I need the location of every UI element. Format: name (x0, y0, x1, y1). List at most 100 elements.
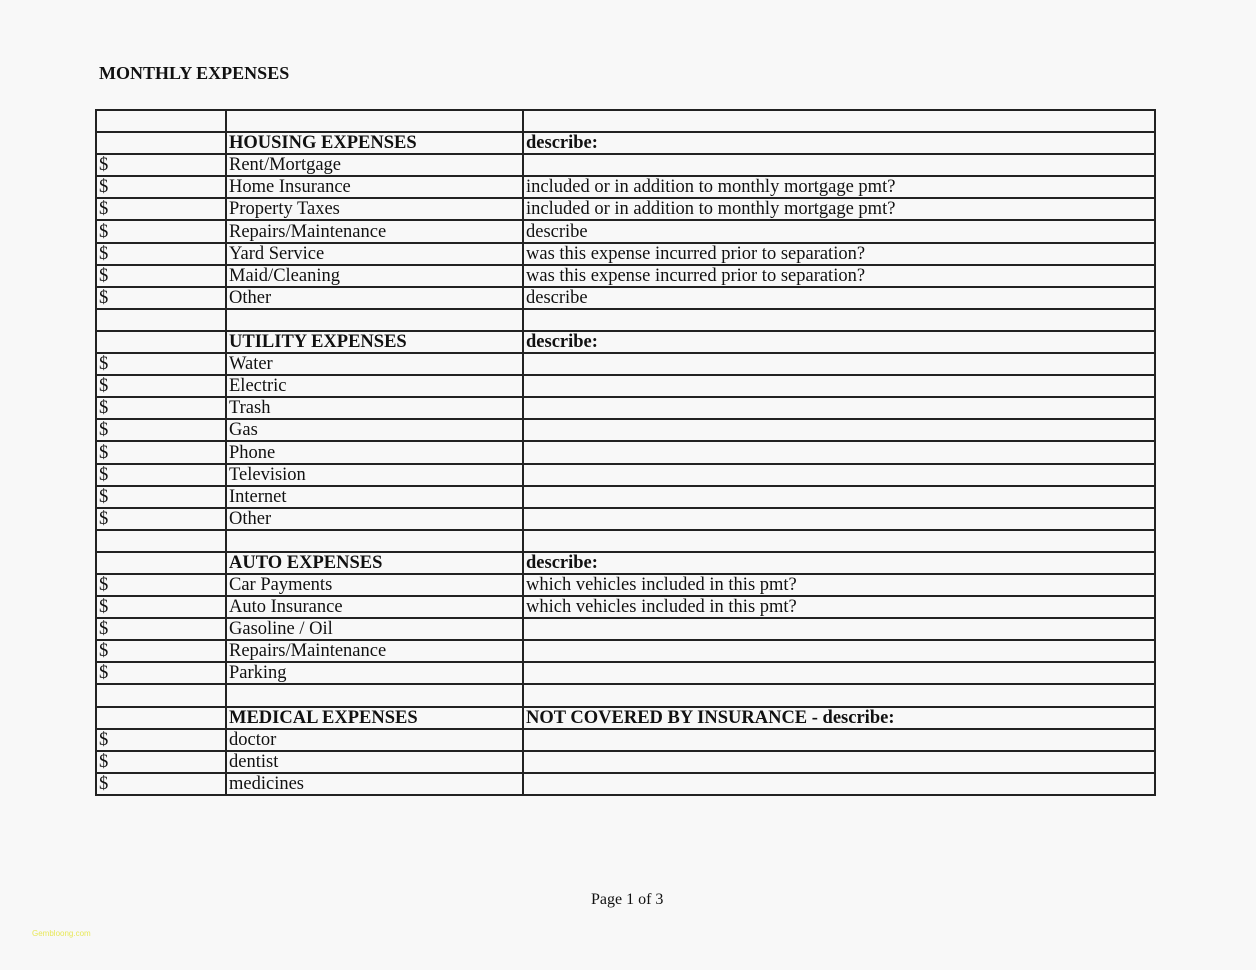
description-cell[interactable] (522, 374, 1156, 399)
description-cell[interactable]: which vehicles included in this pmt? (522, 595, 1156, 620)
amount-cell[interactable] (95, 528, 227, 553)
category-cell[interactable]: Phone (225, 440, 524, 465)
amount-cell[interactable]: $ (95, 639, 227, 664)
category-cell[interactable]: Television (225, 462, 524, 487)
table-row: $ Other describe (95, 285, 1156, 310)
category-cell[interactable]: UTILITY EXPENSES (225, 329, 524, 355)
description-cell[interactable]: describe: (522, 329, 1156, 355)
category-cell[interactable]: Home Insurance (225, 175, 524, 200)
description-cell[interactable] (522, 108, 1156, 134)
description-cell[interactable]: included or in addition to monthly mortg… (522, 175, 1156, 200)
description-cell[interactable]: describe: (522, 550, 1156, 575)
category-cell[interactable]: Rent/Mortgage (225, 153, 524, 178)
table-row: $ Parking (95, 661, 1156, 686)
description-cell[interactable] (522, 307, 1156, 332)
description-cell[interactable]: was this expense incurred prior to separ… (522, 263, 1156, 288)
description-cell[interactable] (522, 440, 1156, 465)
category-cell[interactable]: Auto Insurance (225, 595, 524, 620)
description-cell[interactable]: included or in addition to monthly mortg… (522, 197, 1156, 222)
amount-cell[interactable]: $ (95, 374, 227, 399)
description-cell[interactable] (522, 661, 1156, 686)
category-cell[interactable] (225, 683, 524, 708)
amount-cell[interactable] (95, 131, 227, 156)
category-cell[interactable]: Other (225, 285, 524, 310)
category-cell[interactable]: medicines (225, 771, 524, 796)
description-cell[interactable] (522, 484, 1156, 509)
amount-cell[interactable]: $ (95, 175, 227, 200)
description-cell[interactable] (522, 528, 1156, 553)
description-cell[interactable]: was this expense incurred prior to separ… (522, 241, 1156, 266)
amount-cell[interactable]: $ (95, 572, 227, 598)
amount-cell[interactable]: $ (95, 462, 227, 487)
amount-cell[interactable] (95, 108, 227, 134)
amount-cell[interactable] (95, 683, 227, 708)
amount-cell[interactable]: $ (95, 153, 227, 178)
category-cell[interactable]: doctor (225, 727, 524, 752)
category-cell[interactable]: Gas (225, 418, 524, 443)
category-cell[interactable]: HOUSING EXPENSES (225, 131, 524, 156)
amount-cell[interactable]: $ (95, 418, 227, 443)
category-cell[interactable]: Repairs/Maintenance (225, 639, 524, 664)
description-cell[interactable] (522, 153, 1156, 178)
description-cell[interactable] (522, 749, 1156, 774)
category-cell[interactable]: Other (225, 506, 524, 531)
description-cell[interactable] (522, 462, 1156, 487)
description-cell[interactable] (522, 727, 1156, 752)
amount-cell[interactable] (95, 550, 227, 575)
amount-cell[interactable]: $ (95, 595, 227, 620)
amount-cell[interactable]: $ (95, 749, 227, 774)
description-cell[interactable]: NOT COVERED BY INSURANCE - describe: (522, 705, 1156, 730)
category-cell[interactable]: Yard Service (225, 241, 524, 266)
amount-cell[interactable]: $ (95, 352, 227, 377)
amount-cell[interactable]: $ (95, 661, 227, 686)
table-row: $ Water (95, 352, 1156, 377)
amount-cell[interactable]: $ (95, 727, 227, 752)
category-cell[interactable] (225, 528, 524, 553)
description-cell[interactable]: describe (522, 219, 1156, 244)
amount-cell[interactable]: $ (95, 396, 227, 421)
description-cell[interactable] (522, 617, 1156, 642)
amount-cell[interactable]: $ (95, 771, 227, 796)
amount-cell[interactable]: $ (95, 285, 227, 310)
table-row: $ Home Insurance included or in addition t… (95, 175, 1156, 200)
amount-cell[interactable]: $ (95, 197, 227, 222)
description-cell[interactable]: describe (522, 285, 1156, 310)
category-cell[interactable]: Car Payments (225, 572, 524, 598)
category-cell[interactable]: Parking (225, 661, 524, 686)
category-cell[interactable]: Maid/Cleaning (225, 263, 524, 288)
expenses-table: HOUSING EXPENSES describe: $ Rent/Mortgage $… (95, 108, 1156, 796)
description-cell[interactable] (522, 506, 1156, 531)
description-cell[interactable] (522, 639, 1156, 664)
description-cell[interactable]: describe: (522, 131, 1156, 156)
category-cell[interactable]: Water (225, 352, 524, 377)
description-cell[interactable] (522, 418, 1156, 443)
amount-cell[interactable] (95, 307, 227, 332)
description-cell[interactable]: which vehicles included in this pmt? (522, 572, 1156, 598)
amount-cell[interactable]: $ (95, 440, 227, 465)
category-cell[interactable]: Internet (225, 484, 524, 509)
category-cell[interactable]: dentist (225, 749, 524, 774)
amount-cell[interactable]: $ (95, 617, 227, 642)
category-cell[interactable]: AUTO EXPENSES (225, 550, 524, 575)
amount-cell[interactable]: $ (95, 263, 227, 288)
description-cell[interactable] (522, 771, 1156, 796)
amount-cell[interactable]: $ (95, 506, 227, 531)
category-cell[interactable]: Trash (225, 396, 524, 421)
category-cell[interactable] (225, 108, 524, 134)
table-row: $ Television (95, 462, 1156, 487)
category-cell[interactable] (225, 307, 524, 332)
description-cell[interactable] (522, 396, 1156, 421)
amount-cell[interactable]: $ (95, 241, 227, 266)
amount-cell[interactable] (95, 329, 227, 355)
category-cell[interactable]: Electric (225, 374, 524, 399)
amount-cell[interactable] (95, 705, 227, 730)
category-cell[interactable]: Property Taxes (225, 197, 524, 222)
table-row: $ Repairs/Maintenance describe (95, 219, 1156, 244)
category-cell[interactable]: Gasoline / Oil (225, 617, 524, 642)
category-cell[interactable]: Repairs/Maintenance (225, 219, 524, 244)
description-cell[interactable] (522, 352, 1156, 377)
description-cell[interactable] (522, 683, 1156, 708)
category-cell[interactable]: MEDICAL EXPENSES (225, 705, 524, 730)
amount-cell[interactable]: $ (95, 219, 227, 244)
amount-cell[interactable]: $ (95, 484, 227, 509)
